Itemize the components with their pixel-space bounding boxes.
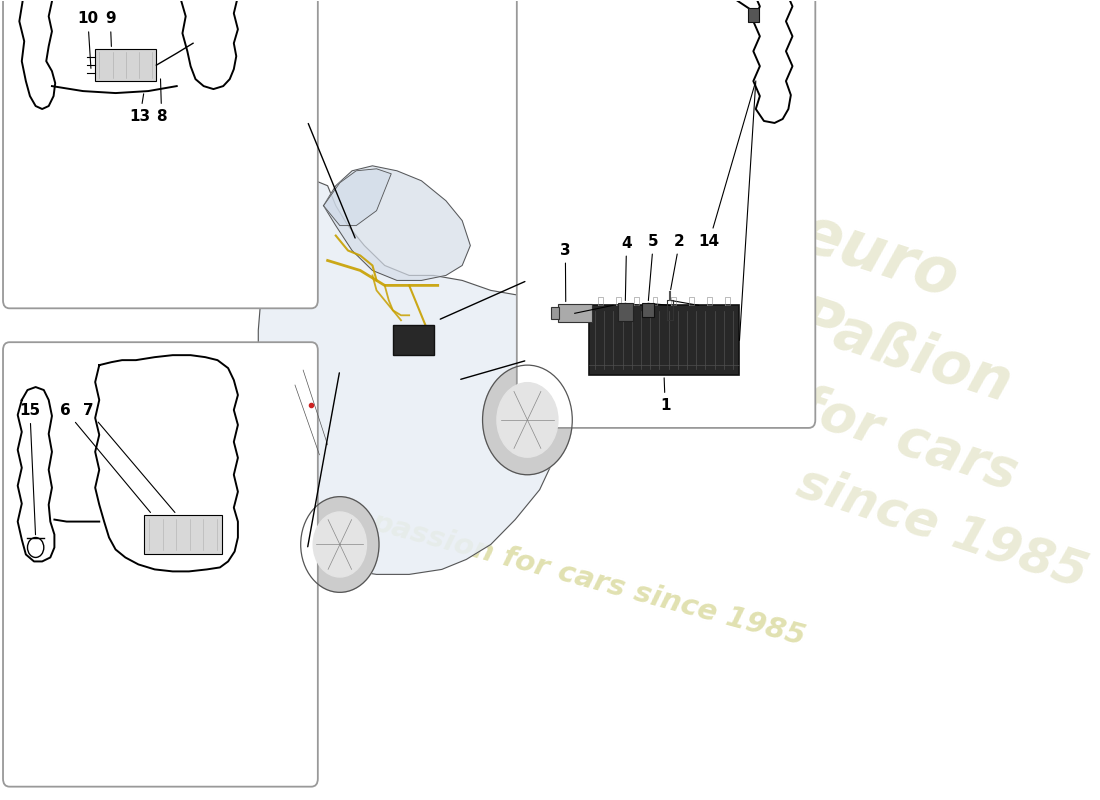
Text: euro: euro (791, 202, 966, 311)
Bar (748, 8, 759, 22)
FancyBboxPatch shape (3, 342, 318, 786)
Text: 5: 5 (648, 234, 659, 301)
Bar (551, 307, 559, 319)
Text: 1: 1 (660, 378, 671, 413)
Text: 9: 9 (104, 11, 116, 46)
Text: 7: 7 (82, 403, 175, 513)
Polygon shape (323, 169, 392, 226)
Text: 10: 10 (77, 11, 98, 68)
Text: since 1985: since 1985 (791, 458, 1093, 597)
Text: 4: 4 (621, 235, 631, 301)
Bar (144, 514, 221, 554)
Text: for cars: for cars (791, 380, 1024, 500)
Text: passion for cars since 1985: passion for cars since 1985 (368, 508, 808, 651)
Bar (618, 303, 632, 322)
Text: euroP
rtRes: euroP rtRes (538, 94, 803, 308)
Circle shape (300, 497, 379, 592)
FancyBboxPatch shape (3, 0, 318, 308)
Circle shape (314, 512, 366, 577)
Bar (96, 50, 156, 81)
Polygon shape (323, 166, 471, 281)
Text: 2: 2 (671, 234, 685, 290)
Bar (393, 326, 433, 355)
Circle shape (483, 365, 572, 474)
Text: Paßion: Paßion (791, 290, 1020, 414)
Text: 15: 15 (20, 403, 41, 534)
Text: 13: 13 (130, 94, 151, 124)
Text: 8: 8 (156, 79, 167, 124)
Text: 14: 14 (698, 84, 755, 249)
Bar (588, 306, 739, 375)
Text: 3: 3 (560, 242, 571, 302)
Bar (558, 304, 592, 322)
FancyBboxPatch shape (517, 0, 815, 428)
Bar (642, 303, 653, 318)
Text: 6: 6 (60, 403, 151, 513)
Circle shape (497, 382, 558, 458)
Polygon shape (258, 181, 576, 574)
